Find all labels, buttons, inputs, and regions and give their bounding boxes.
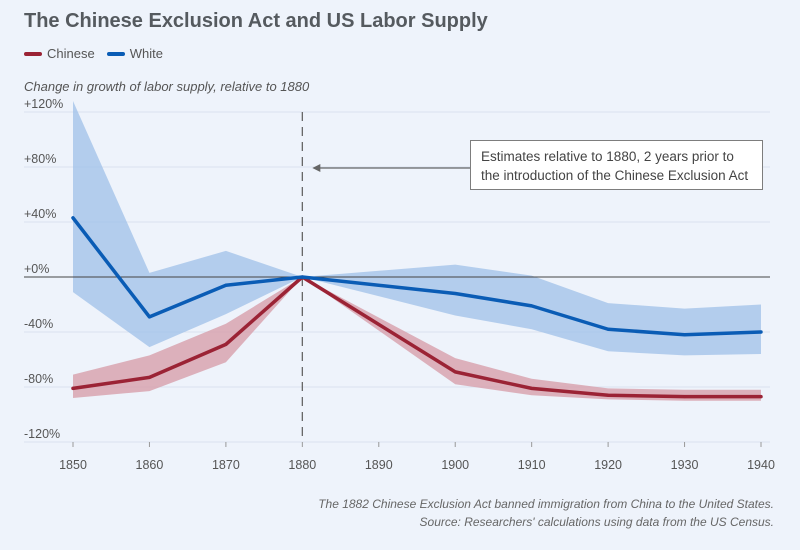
x-tick-label: 1940 — [747, 458, 775, 472]
data-point-white — [683, 333, 687, 337]
x-tick-label: 1890 — [365, 458, 393, 472]
x-tick-label: 1900 — [441, 458, 469, 472]
x-tick-label: 1920 — [594, 458, 622, 472]
data-point-chinese — [147, 375, 151, 379]
legend-item-chinese: Chinese — [24, 46, 95, 61]
legend-label-white: White — [129, 46, 163, 61]
y-tick-label: -40% — [24, 317, 53, 331]
confidence-band-white — [73, 101, 761, 356]
legend-item-white: White — [106, 46, 163, 61]
data-point-white — [530, 304, 534, 308]
y-tick-label: +40% — [24, 207, 56, 221]
legend-swatch-chinese — [24, 51, 42, 56]
data-point-chinese — [530, 386, 534, 390]
data-point-chinese — [683, 395, 687, 399]
y-tick-label: +120% — [24, 97, 63, 111]
y-tick-label: +80% — [24, 152, 56, 166]
data-point-white — [453, 292, 457, 295]
annotation-callout: Estimates relative to 1880, 2 years prio… — [470, 140, 763, 190]
footer-note: The 1882 Chinese Exclusion Act banned im… — [318, 497, 774, 511]
data-point-chinese — [606, 393, 610, 397]
data-point-white — [147, 315, 151, 319]
data-point-chinese — [71, 386, 75, 390]
data-point-white — [300, 275, 304, 279]
data-point-chinese — [759, 395, 763, 399]
confidence-band-chinese — [73, 277, 761, 401]
y-tick-label: -120% — [24, 427, 60, 441]
footer-source: Source: Researchers' calculations using … — [419, 515, 774, 529]
data-point-white — [759, 330, 763, 334]
x-tick-label: 1930 — [671, 458, 699, 472]
x-tick-label: 1870 — [212, 458, 240, 472]
legend-label-chinese: Chinese — [47, 46, 95, 61]
data-point-white — [71, 216, 75, 220]
data-point-chinese — [453, 370, 457, 374]
x-tick-label: 1910 — [518, 458, 546, 472]
legend: Chinese White — [24, 46, 163, 61]
x-tick-label: 1860 — [136, 458, 164, 472]
annotation-arrow-head — [312, 164, 321, 172]
chart-subtitle: Change in growth of labor supply, relati… — [24, 79, 310, 94]
data-point-white — [224, 283, 228, 287]
chart-title: The Chinese Exclusion Act and US Labor S… — [24, 10, 488, 32]
legend-swatch-white — [106, 51, 125, 56]
x-tick-label: 1850 — [59, 458, 87, 472]
data-point-white — [606, 327, 610, 331]
data-point-chinese — [224, 342, 228, 346]
y-tick-label: -80% — [24, 372, 53, 386]
y-tick-label: +0% — [24, 262, 49, 276]
x-tick-label: 1880 — [288, 458, 316, 472]
